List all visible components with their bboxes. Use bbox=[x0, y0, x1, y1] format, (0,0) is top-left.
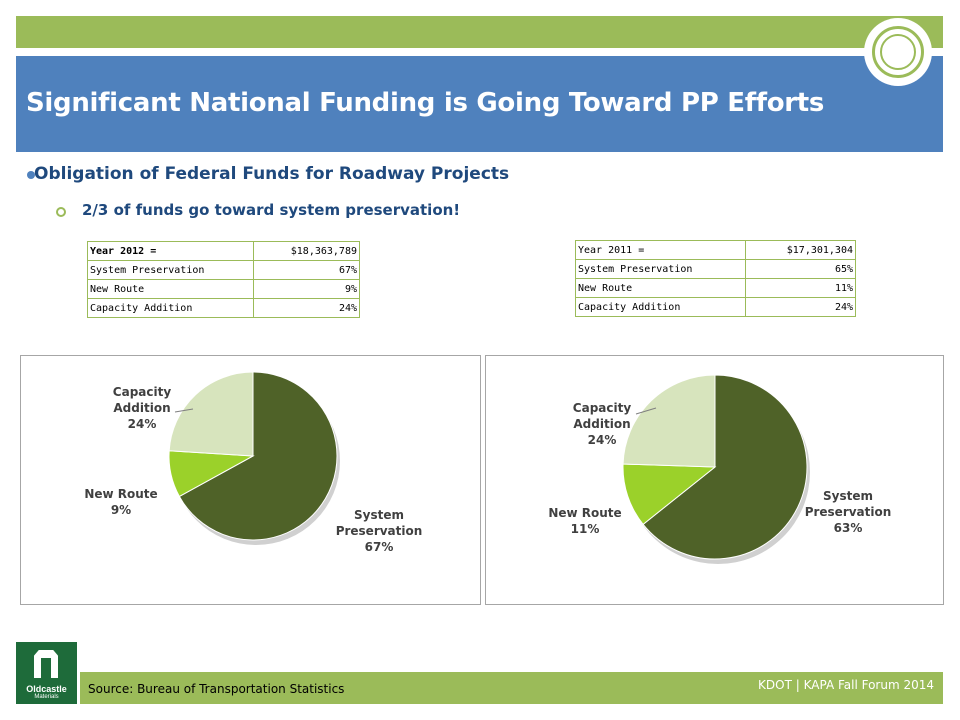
table-header-row: Year 2011 = $17,301,304 bbox=[575, 240, 856, 260]
table-row: System Preservation 67% bbox=[87, 260, 360, 280]
pie-label-name: New Route bbox=[548, 506, 621, 520]
oldcastle-logo: Oldcastle Materials bbox=[16, 642, 77, 704]
title-band bbox=[16, 56, 943, 152]
table-cell-value: 9% bbox=[253, 279, 360, 299]
pie-label-capacity-addition: Capacity Addition 24% bbox=[113, 385, 172, 431]
table-header-label: Year 2012 = bbox=[87, 241, 254, 261]
footer-bar bbox=[80, 672, 943, 704]
leader-line bbox=[635, 407, 657, 415]
pie-label-new-route: New Route 9% bbox=[84, 487, 157, 517]
bullet-main: Obligation of Federal Funds for Roadway … bbox=[34, 164, 510, 184]
pie-label-name: Capacity bbox=[573, 401, 632, 415]
pie-label-name: System bbox=[823, 489, 873, 503]
logo-name: Oldcastle bbox=[26, 684, 67, 694]
pie-label-name: Addition bbox=[113, 401, 170, 415]
header-top-bar bbox=[16, 16, 943, 48]
table-cell-label: System Preservation bbox=[575, 259, 746, 279]
funding-table-2011: Year 2011 = $17,301,304 System Preservat… bbox=[575, 240, 856, 317]
pie-label-value: 24% bbox=[588, 433, 617, 447]
table-header-value: $17,301,304 bbox=[745, 240, 856, 260]
pie-label-value: 9% bbox=[111, 503, 131, 517]
logo-sub: Materials bbox=[34, 694, 59, 700]
pie-slice-capacity-addition bbox=[622, 374, 716, 468]
pie-label-new-route: New Route 11% bbox=[548, 506, 621, 536]
table-cell-value: 67% bbox=[253, 260, 360, 280]
table-cell-value: 65% bbox=[745, 259, 856, 279]
logo-mark-icon bbox=[34, 650, 58, 678]
pie-slice-system-preservation bbox=[178, 371, 338, 541]
pie-chart-2011: System Preservation 63% New Route 11% Capacit… bbox=[485, 355, 944, 605]
table-row: Capacity Addition 24% bbox=[575, 297, 856, 317]
pie-label-value: 67% bbox=[365, 540, 394, 554]
table-cell-value: 24% bbox=[253, 298, 360, 318]
pie-label-value: 24% bbox=[128, 417, 157, 431]
table-cell-label: System Preservation bbox=[87, 260, 254, 280]
table-cell-value: 24% bbox=[745, 297, 856, 317]
table-cell-value: 11% bbox=[745, 278, 856, 298]
table-cell-label: Capacity Addition bbox=[87, 298, 254, 318]
pie-label-name: Addition bbox=[573, 417, 630, 431]
table-row: New Route 11% bbox=[575, 278, 856, 298]
pie-label-name: Capacity bbox=[113, 385, 172, 399]
pie-chart-2012-svg: System Preservation 67% New Route 9% Capacity… bbox=[84, 371, 423, 554]
pie-label-capacity-addition: Capacity Addition 24% bbox=[573, 401, 632, 447]
pie-chart-2012: System Preservation 67% New Route 9% Capacity… bbox=[20, 355, 481, 605]
ring-inner-icon bbox=[880, 34, 916, 70]
ring-ornament-icon bbox=[864, 18, 932, 86]
pie-label-value: 63% bbox=[834, 521, 863, 535]
table-header-row: Year 2012 = $18,363,789 bbox=[87, 241, 360, 261]
ring-outer-icon bbox=[872, 26, 924, 78]
table-header-label: Year 2011 = bbox=[575, 240, 746, 260]
table-cell-label: New Route bbox=[575, 278, 746, 298]
pie-slice-capacity-addition bbox=[168, 371, 254, 457]
event-label: KDOT | KAPA Fall Forum 2014 bbox=[758, 678, 934, 692]
table-row: System Preservation 65% bbox=[575, 259, 856, 279]
pie-slice-new-route bbox=[622, 463, 717, 526]
table-row: New Route 9% bbox=[87, 279, 360, 299]
pie-slice-system-preservation bbox=[642, 374, 808, 560]
bullet-circle-icon bbox=[56, 207, 66, 217]
pie-chart-2011-svg: System Preservation 63% New Route 11% Capacit… bbox=[548, 374, 892, 564]
bullet-sub: 2/3 of funds go toward system preservati… bbox=[82, 201, 461, 219]
pie-label-name: New Route bbox=[84, 487, 157, 501]
leader-line bbox=[174, 408, 194, 413]
pie-label-system-preservation: System Preservation 67% bbox=[336, 508, 423, 554]
slide-title: Significant National Funding is Going To… bbox=[26, 88, 825, 118]
table-cell-label: Capacity Addition bbox=[575, 297, 746, 317]
pie-label-system-preservation: System Preservation 63% bbox=[805, 489, 892, 535]
table-row: Capacity Addition 24% bbox=[87, 298, 360, 318]
table-cell-label: New Route bbox=[87, 279, 254, 299]
pie-label-name: System bbox=[354, 508, 404, 522]
source-note: Source: Bureau of Transportation Statist… bbox=[88, 682, 345, 696]
pie-label-value: 11% bbox=[571, 522, 600, 536]
pie-label-name: Preservation bbox=[336, 524, 423, 538]
table-header-value: $18,363,789 bbox=[253, 241, 360, 261]
pie-label-name: Preservation bbox=[805, 505, 892, 519]
funding-table-2012: Year 2012 = $18,363,789 System Preservat… bbox=[87, 241, 360, 318]
bullet-dot-icon bbox=[27, 171, 35, 179]
